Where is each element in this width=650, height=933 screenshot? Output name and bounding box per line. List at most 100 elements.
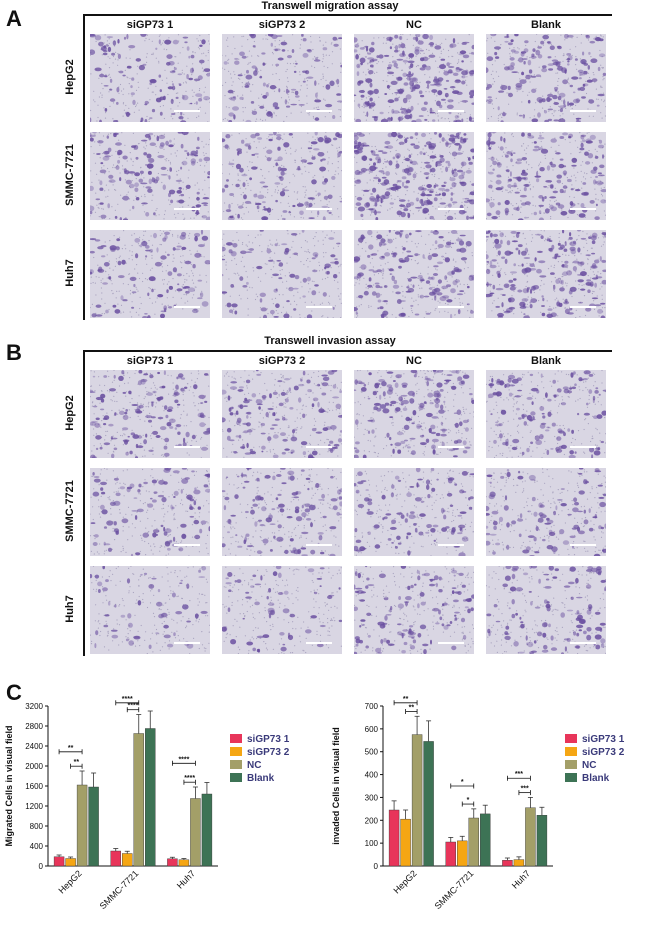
y-tick-label: 100 (365, 839, 379, 848)
micrograph-a-1-1 (222, 132, 342, 220)
bar-nc (412, 735, 422, 866)
significance-label: ** (74, 759, 80, 766)
x-tick-label: Huh7 (510, 868, 532, 890)
micrograph-texture (90, 230, 210, 318)
micrograph-texture (354, 230, 474, 318)
micrograph-b-2-1 (222, 566, 342, 654)
bar-blank (202, 794, 212, 866)
micrograph-texture (486, 468, 606, 556)
scale-bar (438, 544, 464, 546)
scale-bar (306, 110, 332, 112)
legend-label: siGP73 2 (582, 747, 625, 758)
micrograph-texture (486, 566, 606, 654)
y-tick-label: 800 (30, 822, 44, 831)
legend-swatch (230, 734, 242, 743)
bar-sigp73-2 (457, 841, 467, 866)
micrograph-texture (354, 34, 474, 122)
bar-sigp73-2 (66, 859, 76, 867)
scale-bar (306, 544, 332, 546)
migration-chart-svg: 0400800120016002000240028003200Migrated … (0, 690, 325, 928)
significance-label: **** (178, 756, 189, 763)
significance-label: * (461, 779, 464, 786)
bar-sigp73-2 (401, 819, 411, 866)
scale-bar (438, 306, 464, 308)
legend-swatch (565, 773, 577, 782)
y-tick-label: 200 (365, 816, 379, 825)
column-header-a-2: NC (354, 19, 474, 31)
scale-bar (306, 208, 332, 210)
scale-bar (306, 642, 332, 644)
micrograph-texture (222, 132, 342, 220)
bar-sigp73-2 (122, 854, 132, 867)
micrograph-texture (222, 230, 342, 318)
significance-label: ** (409, 704, 415, 711)
micrograph-texture (222, 566, 342, 654)
micrograph-b-0-3 (486, 370, 606, 458)
legend-label: NC (582, 760, 596, 771)
invasion-assay-title: Transwell invasion assay (230, 335, 430, 347)
scale-bar (174, 446, 200, 448)
bar-sigp73-2 (514, 860, 524, 866)
x-tick-label: HepG2 (392, 868, 419, 895)
micrograph-a-1-2 (354, 132, 474, 220)
panel-b-letter: B (6, 340, 22, 366)
row-header-b-1: SMMC-7721 (64, 466, 76, 556)
scale-bar (570, 446, 596, 448)
micrograph-texture (90, 370, 210, 458)
column-header-a-0: siGP73 1 (90, 19, 210, 31)
micrograph-texture (222, 370, 342, 458)
micrograph-texture (90, 34, 210, 122)
y-tick-label: 2800 (25, 722, 43, 731)
scale-bar (174, 544, 200, 546)
y-axis-label: Migrated Cells in visual field (4, 725, 14, 846)
micrograph-a-0-1 (222, 34, 342, 122)
micrograph-texture (354, 566, 474, 654)
significance-label: * (467, 797, 470, 804)
micrograph-a-0-0 (90, 34, 210, 122)
y-tick-label: 2400 (25, 742, 43, 751)
legend-swatch (230, 773, 242, 782)
scale-bar (174, 110, 200, 112)
significance-label: **** (184, 775, 195, 782)
micrograph-a-2-1 (222, 230, 342, 318)
legend-swatch (565, 734, 577, 743)
micrograph-texture (486, 370, 606, 458)
x-tick-label: HepG2 (57, 868, 84, 895)
micrograph-texture (354, 468, 474, 556)
bar-blank (145, 729, 155, 867)
micrograph-b-0-2 (354, 370, 474, 458)
row-header-a-0: HepG2 (64, 32, 76, 122)
scale-bar (438, 208, 464, 210)
y-tick-label: 2000 (25, 762, 43, 771)
y-tick-label: 1600 (25, 782, 43, 791)
y-tick-label: 0 (374, 862, 379, 871)
bar-blank (480, 814, 490, 866)
scale-bar (174, 208, 200, 210)
micrograph-b-2-3 (486, 566, 606, 654)
scale-bar (438, 642, 464, 644)
micrograph-texture (90, 468, 210, 556)
legend-label: siGP73 2 (247, 747, 290, 758)
row-header-b-0: HepG2 (64, 368, 76, 458)
micrograph-b-1-0 (90, 468, 210, 556)
legend-label: Blank (582, 773, 610, 784)
y-tick-label: 700 (365, 702, 379, 711)
micrograph-a-2-0 (90, 230, 210, 318)
scale-bar (570, 208, 596, 210)
micrograph-texture (486, 34, 606, 122)
significance-label: *** (521, 786, 529, 793)
micrograph-a-2-2 (354, 230, 474, 318)
legend-label: siGP73 1 (582, 734, 625, 745)
scale-bar (174, 642, 200, 644)
y-tick-label: 3200 (25, 702, 43, 711)
column-header-b-0: siGP73 1 (90, 355, 210, 367)
bar-sigp73-1 (389, 810, 399, 866)
legend-label: NC (247, 760, 261, 771)
column-header-b-3: Blank (486, 355, 606, 367)
micrograph-a-1-3 (486, 132, 606, 220)
y-axis-label: invaded Cells in visual field (331, 727, 341, 845)
micrograph-b-1-3 (486, 468, 606, 556)
y-tick-label: 500 (365, 748, 379, 757)
